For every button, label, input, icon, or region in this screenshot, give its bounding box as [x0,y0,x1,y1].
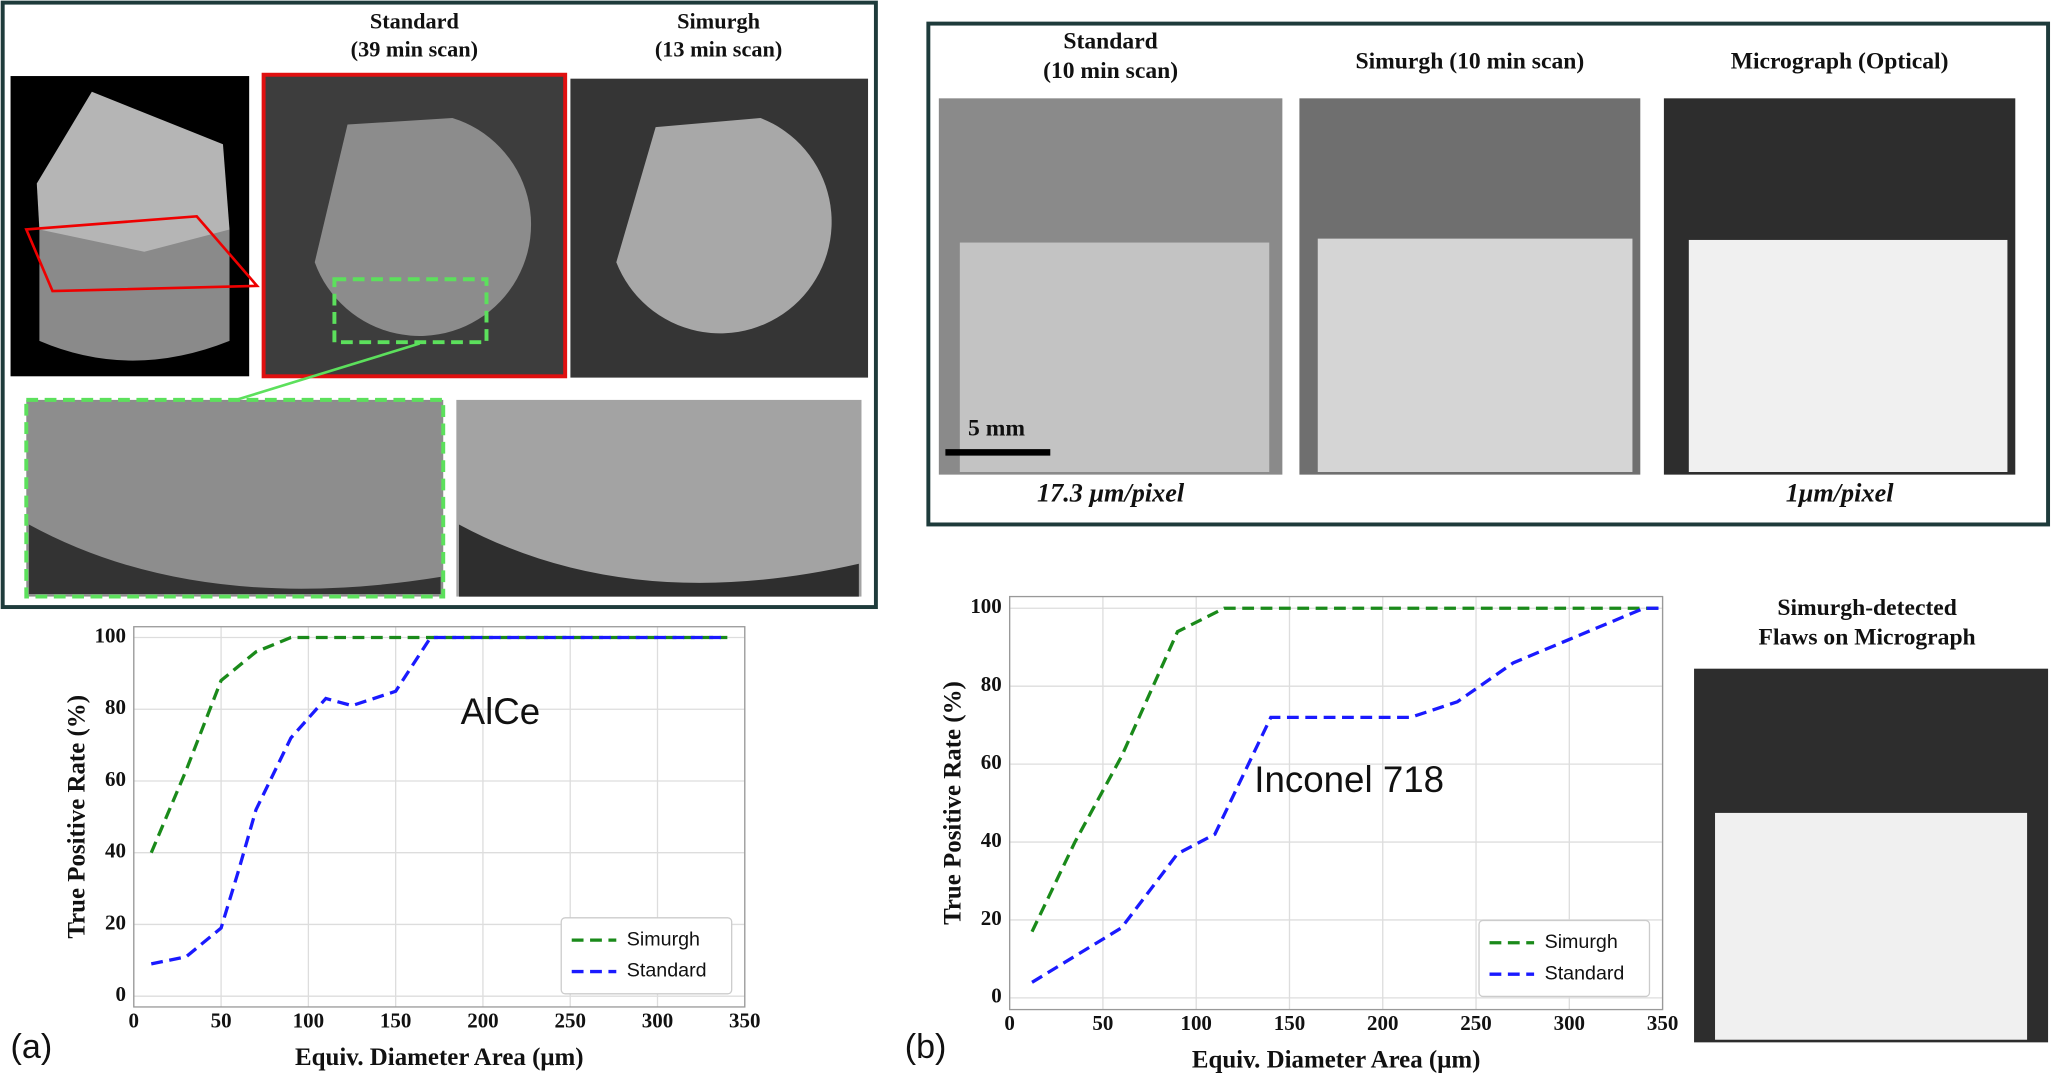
y-axis-label: True Positive Rate (%) [939,681,966,925]
y-tick-label: 80 [105,695,126,719]
y-axis-label: True Positive Rate (%) [63,695,90,939]
y-tick-label: 0 [115,982,125,1006]
x-tick-label: 300 [1554,1011,1585,1035]
frame [926,21,2051,527]
y-tick-label: 60 [105,767,126,791]
annotation: Inconel 718 [1254,759,1444,800]
legend-label: Standard [1545,962,1625,984]
x-tick-label: 200 [1367,1011,1398,1035]
image-body [1317,238,1633,473]
image-caption: 1μm/pixel [1786,479,1895,508]
panel-label: (b) [905,1028,947,1066]
annotation: AlCe [461,691,541,732]
panel-label: (a) [11,1028,53,1066]
x-tick-label: 150 [380,1009,411,1033]
legend-box [560,917,733,995]
x-tick-label: 300 [642,1009,673,1033]
cut-plane [24,214,260,293]
series-line [150,635,728,966]
image-body [1715,812,2028,1040]
image-caption: 17.3 μm/pixel [1037,479,1185,508]
part-top [36,91,230,252]
zoom-box [332,277,489,345]
x-tick-label: 250 [1460,1011,1491,1035]
x-axis-label: Equiv. Diameter Area (μm) [295,1044,584,1071]
x-tick-label: 150 [1274,1011,1305,1035]
x-tick-label: 50 [211,1009,232,1033]
zoom-arrow [235,342,421,402]
frame [0,0,878,610]
slice-disk [314,118,532,336]
image-body [959,242,1270,473]
x-tick-label: 0 [129,1009,139,1033]
x-tick-label: 100 [293,1009,324,1033]
x-tick-label: 0 [1004,1011,1014,1035]
plot-frame [133,626,746,1008]
image-title: Standard [370,9,460,34]
series-line [1030,606,1663,933]
plot-frame [1008,595,1664,1011]
y-tick-label: 80 [981,672,1002,696]
image-title: Micrograph (Optical) [1731,48,1949,74]
x-tick-label: 350 [729,1009,760,1033]
zoom-edge [458,524,859,597]
image-title: Standard [1063,29,1157,55]
legend-label: Simurgh [1545,931,1618,953]
series-line [1031,606,1663,984]
y-tick-label: 100 [970,594,1001,618]
image-title: (13 min scan) [655,37,782,62]
y-tick-label: 100 [94,623,125,647]
legend-label: Standard [627,960,707,982]
image-title: Simurgh [677,9,761,34]
y-tick-label: 0 [991,984,1001,1008]
x-tick-label: 250 [554,1009,585,1033]
slice-disk [616,118,832,334]
legend-label: Simurgh [627,928,700,950]
y-tick-label: 20 [105,910,126,934]
scale-label: 5 mm [968,415,1025,441]
y-tick-label: 40 [105,839,126,863]
x-axis-label: Equiv. Diameter Area (μm) [1192,1047,1481,1074]
y-tick-label: 40 [981,828,1002,852]
x-tick-label: 200 [467,1009,498,1033]
image-title: (39 min scan) [351,37,478,62]
image-title: Simurgh (10 min scan) [1355,48,1584,74]
zoom-edge [28,524,441,594]
part-body [39,213,230,361]
y-tick-label: 60 [981,750,1002,774]
x-tick-label: 100 [1180,1011,1211,1035]
x-tick-label: 50 [1092,1011,1113,1035]
legend-box [1478,919,1651,998]
image-body [1688,239,2008,473]
image-title: (10 min scan) [1043,58,1178,84]
y-tick-label: 20 [981,906,1002,930]
series-line [149,635,728,854]
image-title: Simurgh-detected [1777,595,1957,621]
image-title: Flaws on Micrograph [1759,625,1976,651]
x-tick-label: 350 [1647,1011,1678,1035]
